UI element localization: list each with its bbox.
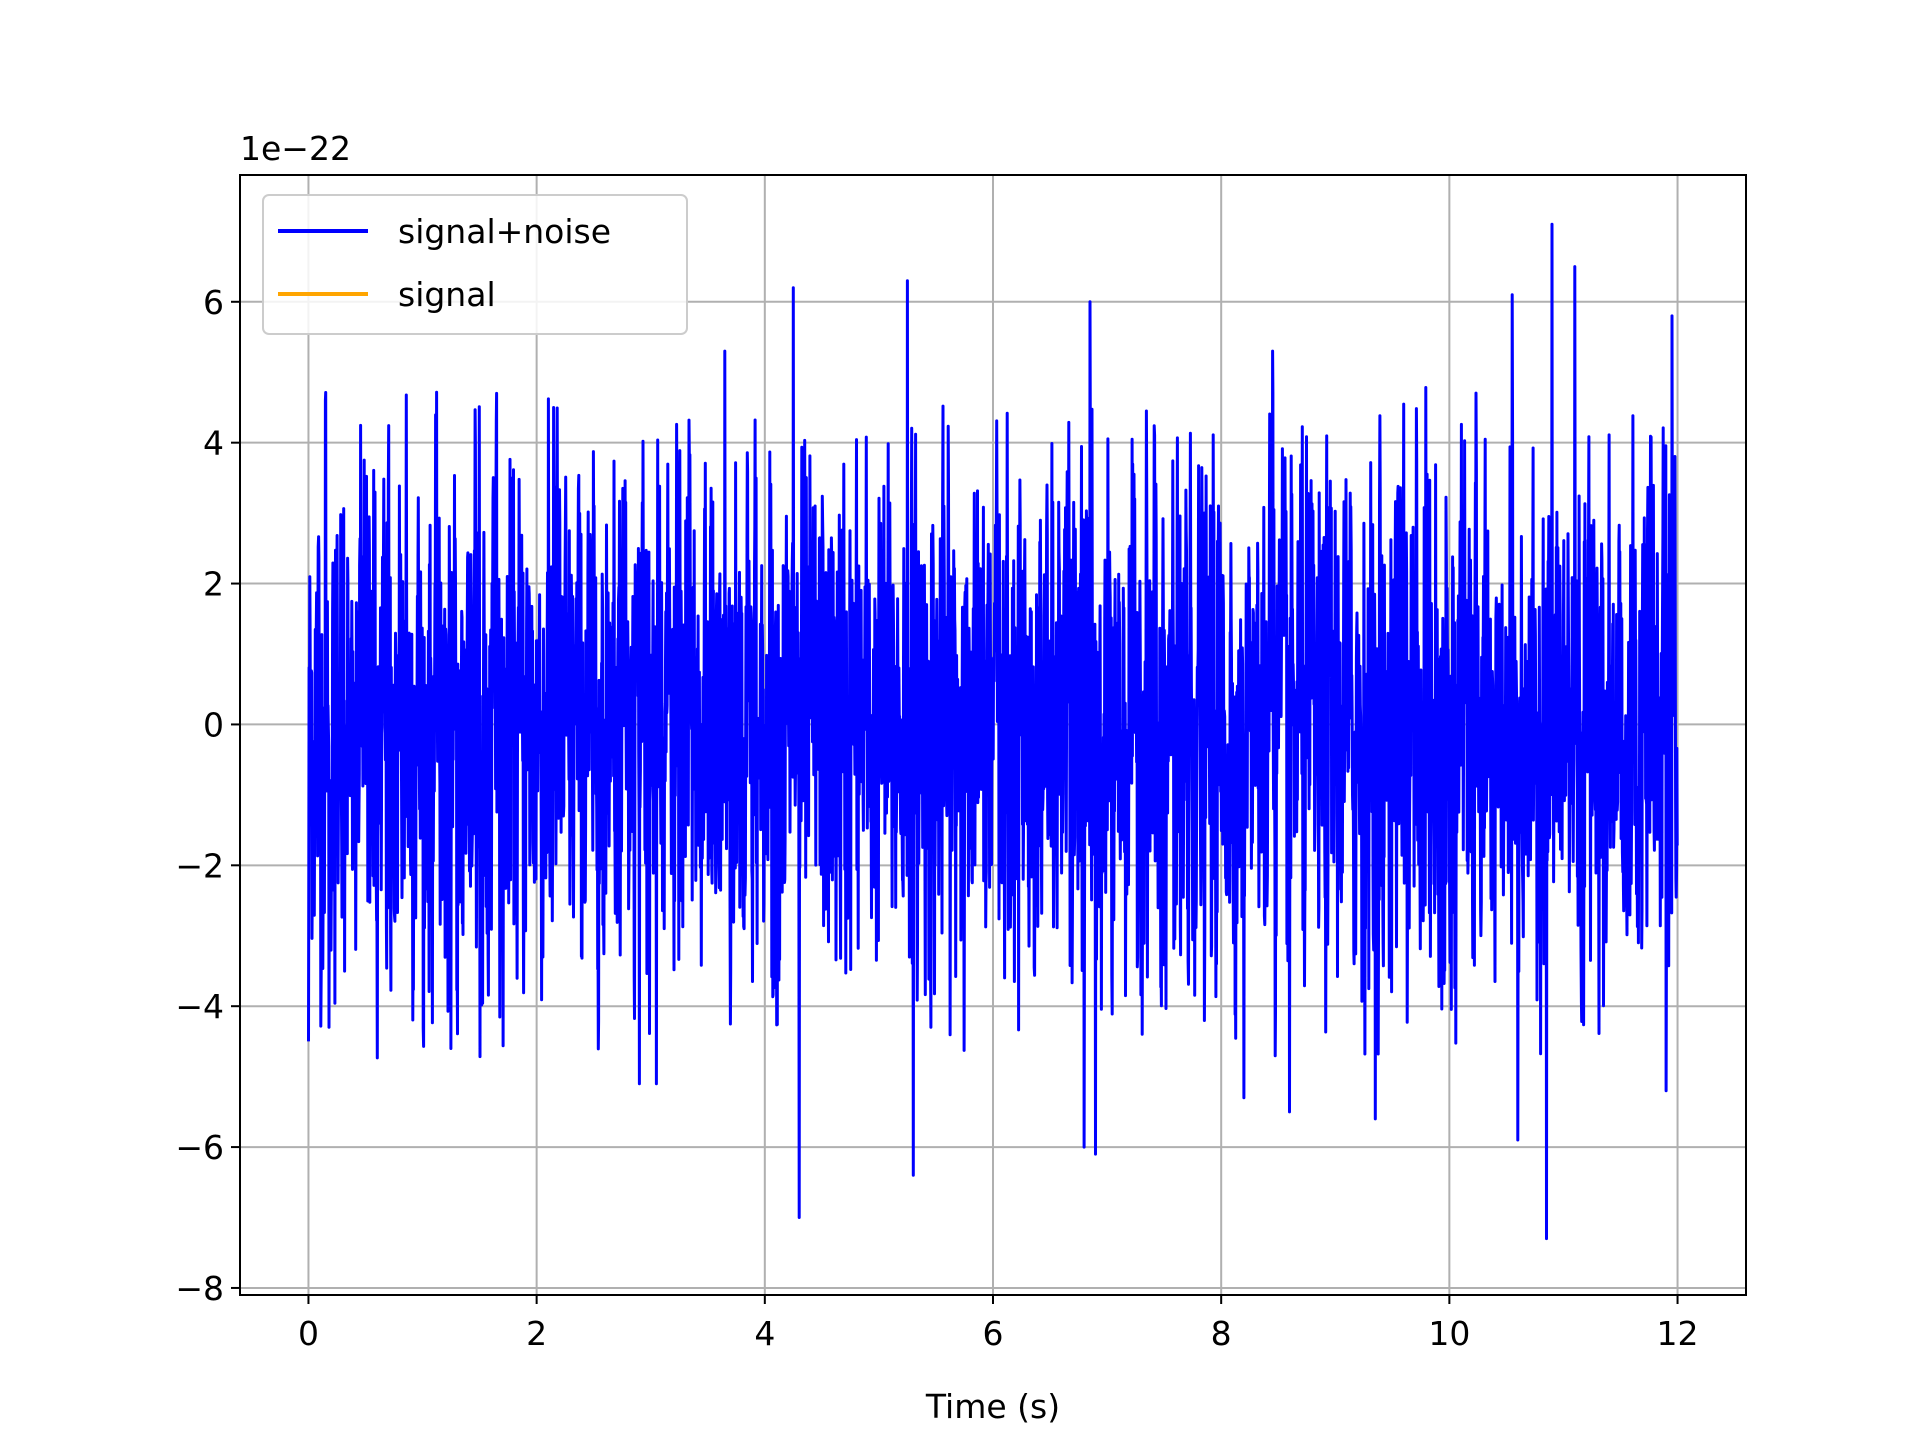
x-tick-label: 4: [754, 1314, 775, 1353]
y-offset-text: 1e−22: [240, 129, 351, 168]
x-axis-label: Time (s): [925, 1387, 1060, 1426]
x-tick-label: 6: [983, 1314, 1004, 1353]
y-tick-label: −4: [175, 987, 224, 1026]
y-tick-label: 0: [203, 705, 224, 744]
x-tick-label: 8: [1211, 1314, 1232, 1353]
y-tick-label: −2: [175, 846, 224, 885]
legend: signal+noise signal: [262, 194, 688, 335]
legend-label-signal: signal: [398, 275, 496, 314]
y-tick-label: −8: [175, 1269, 224, 1308]
y-tick-label: 4: [203, 424, 224, 463]
x-tick-label: 2: [526, 1314, 547, 1353]
y-tick-label: 6: [203, 283, 224, 322]
x-tick-label: 12: [1657, 1314, 1699, 1353]
ticks: 0 2 4 6 8 10 12 −8 −6 −4 −2 0 2 4 6: [175, 283, 1698, 1353]
series-layer: [307, 222, 1679, 1241]
y-tick-label: −6: [175, 1128, 224, 1167]
x-tick-label: 10: [1428, 1314, 1470, 1353]
y-tick-label: 2: [203, 565, 224, 604]
x-tick-label: 0: [298, 1314, 319, 1353]
legend-label-signal-noise: signal+noise: [398, 212, 611, 251]
legend-box: [262, 194, 688, 335]
series-line-signal-noise: [307, 222, 1679, 1241]
